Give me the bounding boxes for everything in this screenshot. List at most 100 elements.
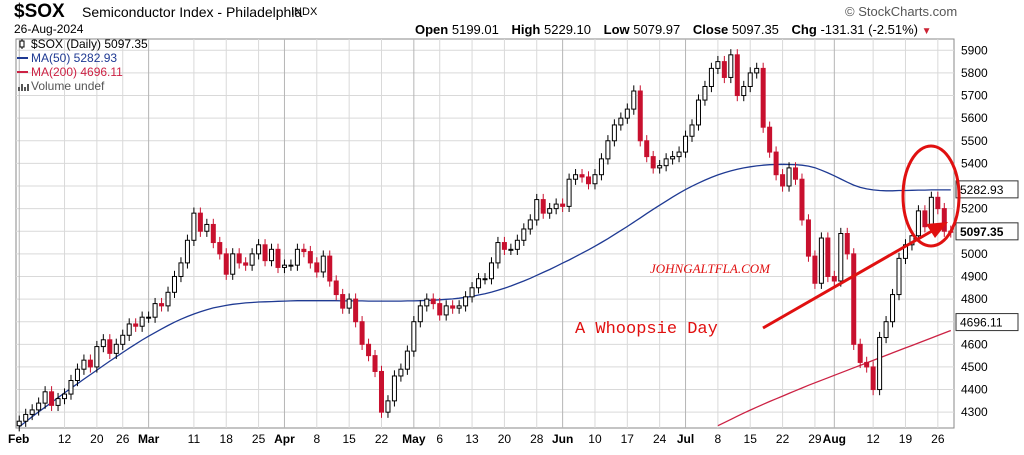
candle (534, 193, 540, 226)
candle-body (877, 337, 883, 391)
candle-body (514, 239, 520, 250)
candle-body (301, 248, 307, 253)
candle (605, 135, 611, 165)
candle-body (605, 140, 611, 160)
candle-body (120, 334, 126, 345)
candle-body (683, 135, 689, 153)
candle-body (456, 305, 462, 309)
x-tick-label: 12 (58, 432, 72, 446)
candle (49, 386, 55, 412)
candle (430, 293, 436, 310)
candle (126, 318, 132, 341)
legend-label: MA(50) 5282.93 (31, 51, 117, 65)
x-tick-label: 24 (653, 432, 667, 446)
y-tick-label: 5900 (961, 43, 988, 57)
candle-body (883, 321, 889, 339)
candle (773, 146, 779, 181)
candle (307, 245, 313, 269)
brand-logo[interactable]: © StockCharts.com (845, 4, 958, 19)
candle-body (928, 196, 934, 228)
candle-body (935, 196, 941, 210)
chart-exchange: INDX (291, 6, 318, 18)
candle (391, 370, 397, 407)
candle-body (890, 294, 896, 323)
candle-body (281, 264, 287, 268)
candle (191, 207, 197, 246)
candle-body (721, 61, 727, 78)
candle-body (340, 294, 346, 309)
candle-body (527, 219, 533, 230)
candle-body (197, 212, 203, 232)
candle-body (747, 72, 753, 87)
candle (333, 275, 339, 301)
candle-body (217, 242, 223, 255)
candle (16, 415, 22, 432)
high-label: High (511, 22, 541, 37)
y-tick-label: 4800 (961, 292, 988, 306)
candle (359, 316, 365, 350)
candle-body (204, 223, 210, 232)
candle (372, 349, 378, 378)
candle (275, 243, 281, 274)
candle (870, 361, 876, 396)
low-value: 5079.97 (633, 22, 681, 37)
candle (301, 243, 307, 258)
candle (243, 257, 249, 271)
candle-body (812, 255, 818, 284)
candle (398, 363, 404, 382)
y-tick-label: 5600 (961, 111, 988, 125)
candle-body (831, 275, 837, 282)
candle (327, 250, 333, 287)
candle (236, 248, 242, 269)
candle (74, 363, 80, 387)
candle (760, 62, 766, 133)
candle (780, 169, 786, 192)
candle-body (23, 413, 29, 422)
candle (838, 227, 844, 287)
candle-body (637, 90, 643, 142)
candle (767, 121, 773, 158)
candle (689, 119, 695, 142)
candle (159, 297, 165, 312)
candle (204, 218, 210, 237)
candle-body (210, 223, 216, 244)
candle-body (100, 339, 106, 348)
chg-value: -131.31 (-2.51%) (820, 22, 918, 37)
candle-body (191, 212, 197, 241)
candle-body (243, 262, 249, 266)
candle (805, 214, 811, 262)
x-tick-label: May (402, 432, 426, 446)
legend-volume-icon (21, 84, 23, 91)
y-tick-label: 4400 (961, 383, 988, 397)
candle (353, 293, 359, 328)
candle-body (411, 321, 417, 352)
x-tick-label: 6 (436, 432, 443, 446)
candle (249, 248, 255, 271)
candle (670, 150, 676, 165)
ma200-line (717, 329, 952, 427)
candle (540, 193, 546, 219)
candle-body (275, 248, 281, 268)
x-tick-label: 22 (375, 432, 389, 446)
legend-item: MA(50) 5282.93 (17, 51, 117, 65)
candle-body (922, 210, 928, 228)
candle-body (495, 242, 501, 264)
candle (890, 288, 896, 328)
candle-body (87, 359, 93, 368)
candle-body (113, 343, 119, 354)
candle (210, 218, 216, 249)
candle (521, 223, 527, 246)
x-tick-label: 28 (530, 432, 544, 446)
candle (721, 55, 727, 84)
candle-body (851, 253, 857, 345)
y-tick-label: 5800 (961, 66, 988, 80)
candle (184, 234, 190, 269)
candle-body (42, 391, 48, 404)
candle-body (560, 203, 566, 207)
candle (915, 205, 921, 242)
candle-body (864, 361, 870, 368)
candle (269, 243, 275, 267)
y-tick-label: 5700 (961, 89, 988, 103)
watermark-text: JOHNGALTFLA.COM (650, 261, 771, 276)
